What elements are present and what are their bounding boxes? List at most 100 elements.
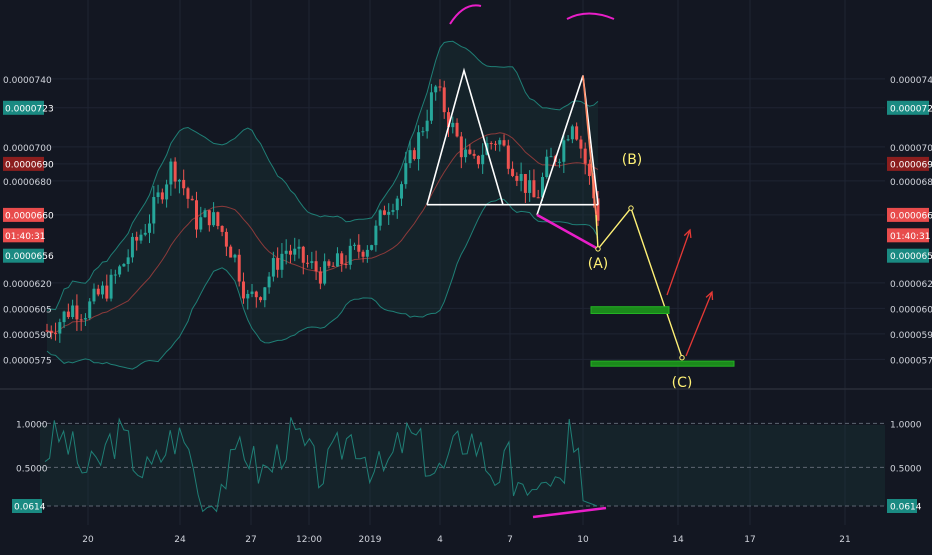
bearish-candle[interactable] <box>583 148 587 164</box>
bullish-candle[interactable] <box>83 318 87 320</box>
bearish-candle[interactable] <box>447 112 451 128</box>
bearish-candle[interactable] <box>66 311 70 318</box>
bullish-candle[interactable] <box>335 253 339 267</box>
bearish-candle[interactable] <box>455 122 459 137</box>
bullish-candle[interactable] <box>92 288 96 302</box>
bullish-candle[interactable] <box>250 291 254 294</box>
bullish-candle[interactable] <box>540 177 544 198</box>
bearish-candle[interactable] <box>472 153 476 156</box>
bullish-candle[interactable] <box>263 287 267 301</box>
projection-point[interactable] <box>595 246 601 252</box>
bullish-candle[interactable] <box>545 156 549 178</box>
bearish-candle[interactable] <box>190 198 194 201</box>
bearish-candle[interactable] <box>459 136 463 158</box>
bearish-candle[interactable] <box>327 261 331 266</box>
bearish-candle[interactable] <box>105 285 109 299</box>
bearish-candle[interactable] <box>306 262 310 264</box>
bullish-candle[interactable] <box>378 210 382 226</box>
bearish-candle[interactable] <box>489 143 493 145</box>
bullish-candle[interactable] <box>549 156 553 158</box>
bearish-candle[interactable] <box>344 263 348 265</box>
bullish-candle[interactable] <box>434 86 438 93</box>
bearish-candle[interactable] <box>224 231 228 247</box>
bearish-candle[interactable] <box>502 140 506 146</box>
candles[interactable] <box>45 79 600 343</box>
bearish-candle[interactable] <box>314 261 318 272</box>
bullish-candle[interactable] <box>212 212 216 226</box>
bullish-candle[interactable] <box>101 285 105 295</box>
bullish-candle[interactable] <box>395 198 399 211</box>
bullish-candle[interactable] <box>365 249 369 257</box>
bearish-candle[interactable] <box>186 188 190 199</box>
bearish-candle[interactable] <box>216 212 220 226</box>
bearish-candle[interactable] <box>493 143 497 145</box>
bearish-candle[interactable] <box>182 179 186 189</box>
bearish-candle[interactable] <box>331 265 335 267</box>
bearish-candle[interactable] <box>220 225 224 232</box>
bullish-candle[interactable] <box>464 149 468 158</box>
bullish-candle[interactable] <box>177 179 181 182</box>
bullish-candle[interactable] <box>122 263 126 267</box>
bullish-candle[interactable] <box>156 192 160 198</box>
bullish-candle[interactable] <box>528 180 532 193</box>
bullish-candle[interactable] <box>203 210 207 218</box>
bullish-candle[interactable] <box>113 274 117 276</box>
projection-point[interactable] <box>628 205 634 211</box>
bullish-candle[interactable] <box>199 217 203 230</box>
bearish-candle[interactable] <box>229 246 233 258</box>
bullish-candle[interactable] <box>267 276 271 288</box>
bearish-candle[interactable] <box>259 297 263 301</box>
bearish-candle[interactable] <box>511 168 515 176</box>
bearish-candle[interactable] <box>49 330 53 334</box>
bullish-candle[interactable] <box>62 311 66 323</box>
bullish-candle[interactable] <box>481 154 485 165</box>
bullish-candle[interactable] <box>370 245 374 250</box>
bullish-candle[interactable] <box>421 131 425 133</box>
bullish-candle[interactable] <box>126 257 130 264</box>
bearish-candle[interactable] <box>194 200 198 230</box>
bearish-candle[interactable] <box>301 246 305 263</box>
bullish-candle[interactable] <box>165 184 169 200</box>
bullish-candle[interactable] <box>323 261 327 284</box>
bearish-candle[interactable] <box>575 126 579 140</box>
bearish-candle[interactable] <box>173 161 177 182</box>
bullish-candle[interactable] <box>451 122 455 128</box>
bullish-candle[interactable] <box>169 161 173 185</box>
bullish-candle[interactable] <box>310 261 314 263</box>
bullish-candle[interactable] <box>374 225 378 246</box>
bearish-candle[interactable] <box>135 236 139 241</box>
bullish-candle[interactable] <box>109 274 113 299</box>
bearish-candle[interactable] <box>79 319 83 321</box>
bullish-candle[interactable] <box>408 150 412 164</box>
bearish-candle[interactable] <box>207 210 211 226</box>
bullish-candle[interactable] <box>391 210 395 212</box>
bearish-candle[interactable] <box>318 271 322 284</box>
bearish-candle[interactable] <box>75 305 79 320</box>
bearish-candle[interactable] <box>476 155 480 165</box>
bearish-candle[interactable] <box>506 145 510 169</box>
bearish-candle[interactable] <box>442 87 446 113</box>
target-zone-1[interactable] <box>590 306 670 315</box>
bullish-candle[interactable] <box>139 234 143 241</box>
bearish-candle[interactable] <box>54 333 58 335</box>
bearish-candle[interactable] <box>340 253 344 264</box>
bullish-candle[interactable] <box>353 244 357 246</box>
target-zone-2[interactable] <box>590 360 735 367</box>
bullish-candle[interactable] <box>284 250 288 254</box>
bearish-candle[interactable] <box>536 197 540 199</box>
bearish-candle[interactable] <box>241 281 245 299</box>
bearish-candle[interactable] <box>96 288 100 295</box>
bullish-candle[interactable] <box>118 266 122 275</box>
bearish-candle[interactable] <box>438 86 442 88</box>
bullish-candle[interactable] <box>233 254 237 258</box>
bearish-candle[interactable] <box>468 149 472 154</box>
bearish-candle[interactable] <box>357 244 361 252</box>
bearish-candle[interactable] <box>515 175 519 181</box>
bullish-candle[interactable] <box>297 246 301 249</box>
bearish-candle[interactable] <box>288 250 292 255</box>
bullish-candle[interactable] <box>88 301 92 319</box>
bullish-candle[interactable] <box>400 184 404 199</box>
bearish-candle[interactable] <box>532 180 536 198</box>
bullish-candle[interactable] <box>562 140 566 162</box>
